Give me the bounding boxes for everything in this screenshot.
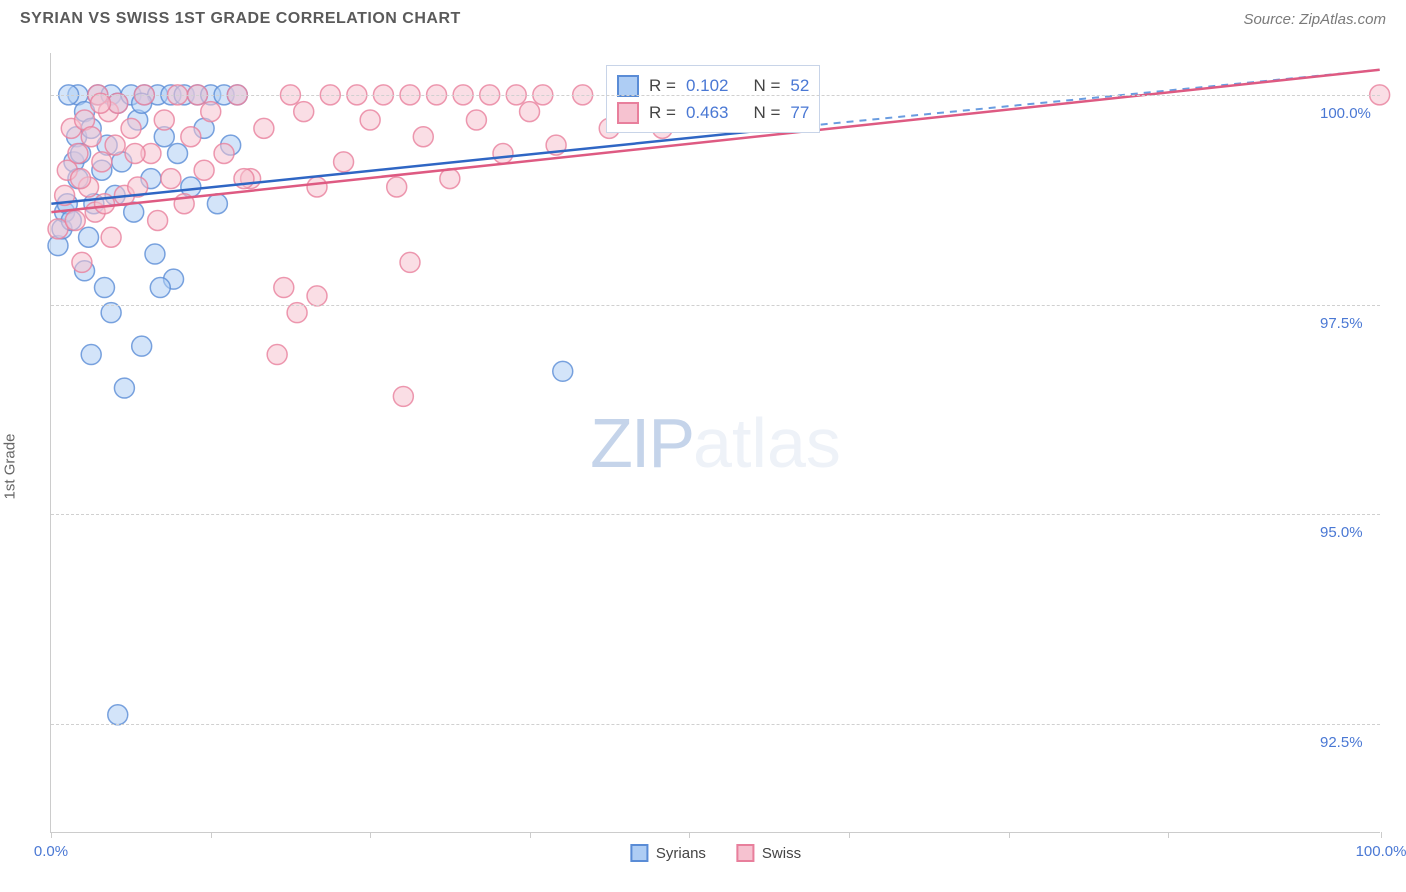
chart-wrap: 1st Grade ZIPatlas R = 0.102 N = 52 R = … bbox=[0, 33, 1406, 883]
chart-title: SYRIAN VS SWISS 1ST GRADE CORRELATION CH… bbox=[20, 10, 461, 28]
gridline bbox=[51, 305, 1380, 306]
legend-row-swiss: R = 0.463 N = 77 bbox=[617, 99, 809, 126]
swatch-swiss-icon bbox=[736, 844, 754, 862]
gridline bbox=[51, 724, 1380, 725]
x-tick bbox=[211, 832, 212, 838]
y-tick-label: 100.0% bbox=[1320, 105, 1371, 122]
x-tick bbox=[1168, 832, 1169, 838]
chart-header: SYRIAN VS SWISS 1ST GRADE CORRELATION CH… bbox=[0, 0, 1406, 33]
r-value-swiss: 0.463 bbox=[686, 99, 729, 126]
legend-bottom: Syrians Swiss bbox=[630, 844, 801, 862]
x-tick bbox=[370, 832, 371, 838]
y-tick-label: 97.5% bbox=[1320, 315, 1363, 332]
correlation-legend-box: R = 0.102 N = 52 R = 0.463 N = 77 bbox=[606, 65, 820, 133]
n-label: N = bbox=[753, 99, 780, 126]
chart-source: Source: ZipAtlas.com bbox=[1243, 11, 1386, 28]
y-tick-label: 95.0% bbox=[1320, 524, 1363, 541]
y-axis-label: 1st Grade bbox=[2, 434, 19, 500]
swatch-syrians-icon bbox=[617, 75, 639, 97]
legend-label-swiss: Swiss bbox=[762, 845, 801, 862]
x-tick-label: 100.0% bbox=[1356, 843, 1406, 860]
x-tick bbox=[1381, 832, 1382, 838]
n-value-swiss: 77 bbox=[790, 99, 809, 126]
x-tick bbox=[1009, 832, 1010, 838]
plot-area: ZIPatlas R = 0.102 N = 52 R = 0.463 N = … bbox=[50, 53, 1380, 833]
x-tick bbox=[689, 832, 690, 838]
legend-item-syrians: Syrians bbox=[630, 844, 706, 862]
swatch-syrians-icon bbox=[630, 844, 648, 862]
x-tick bbox=[849, 832, 850, 838]
plot-svg bbox=[51, 53, 1380, 832]
gridline bbox=[51, 95, 1380, 96]
x-tick-label: 0.0% bbox=[34, 843, 68, 860]
swatch-swiss-icon bbox=[617, 102, 639, 124]
r-label: R = bbox=[649, 99, 676, 126]
legend-item-swiss: Swiss bbox=[736, 844, 801, 862]
legend-label-syrians: Syrians bbox=[656, 845, 706, 862]
gridline bbox=[51, 514, 1380, 515]
x-tick bbox=[51, 832, 52, 838]
x-tick bbox=[530, 832, 531, 838]
y-tick-label: 92.5% bbox=[1320, 734, 1363, 751]
